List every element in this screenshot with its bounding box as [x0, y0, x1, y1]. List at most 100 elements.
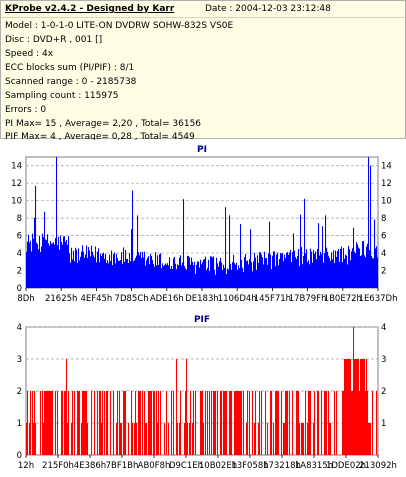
bar: [168, 265, 170, 288]
bar: [321, 391, 323, 455]
x-tick-label: 145F71h: [254, 294, 291, 304]
bar: [144, 391, 146, 455]
info-disc: Disc : DVD+R , 001 []: [5, 35, 103, 45]
bar: [333, 250, 335, 288]
bar: [258, 423, 260, 455]
bar: [249, 259, 251, 288]
info-speed: Speed : 4x: [5, 49, 54, 59]
bar: [215, 391, 217, 455]
bar: [373, 258, 375, 288]
bar: [221, 391, 223, 455]
bar: [363, 359, 365, 455]
bar: [91, 391, 93, 455]
bar: [229, 215, 231, 288]
bar: [212, 257, 214, 288]
bar: [126, 258, 128, 288]
bar: [110, 261, 112, 288]
bar: [160, 391, 162, 455]
bar: [82, 391, 84, 455]
bar: [142, 251, 144, 288]
bar: [230, 263, 232, 288]
bar: [79, 391, 81, 455]
bar: [165, 263, 167, 288]
bar: [265, 391, 267, 455]
bar: [307, 261, 309, 288]
bar: [84, 257, 86, 288]
bar: [243, 272, 245, 288]
bar: [249, 391, 251, 455]
bar: [42, 233, 44, 288]
bar: [49, 391, 51, 455]
bar: [169, 257, 171, 288]
bar: [200, 391, 202, 455]
bar: [61, 241, 63, 288]
bar: [358, 359, 360, 455]
info-pi-stats: PI Max= 15 , Average= 2,20 , Total= 3615…: [5, 119, 202, 129]
y-tick-label: 3: [17, 355, 22, 365]
bar: [180, 391, 182, 455]
bar: [49, 245, 51, 288]
bar: [85, 391, 87, 455]
bar: [267, 264, 269, 288]
bar: [140, 391, 142, 455]
bar: [119, 260, 121, 288]
bar: [67, 244, 69, 288]
bar: [196, 264, 198, 288]
bar: [47, 391, 49, 455]
bar: [98, 248, 100, 288]
bar: [302, 423, 304, 455]
y-tick-label: 4: [17, 323, 22, 333]
bar: [361, 359, 363, 455]
info-panel: KProbe v2.4.2 - Designed by Karr Date : …: [0, 0, 406, 142]
bar: [298, 391, 300, 455]
bar: [322, 226, 324, 288]
bar: [261, 391, 263, 455]
bar: [355, 253, 357, 288]
bar: [187, 255, 189, 288]
bar: [127, 258, 129, 288]
bar: [299, 423, 301, 455]
bar: [310, 391, 312, 455]
bar: [176, 359, 178, 455]
bar: [52, 391, 54, 455]
bar: [364, 359, 366, 455]
bar: [29, 423, 31, 455]
bar: [309, 391, 311, 455]
bar: [44, 211, 46, 288]
bar: [356, 359, 358, 455]
bar: [209, 271, 211, 288]
x-tick-label: 1106D4h: [218, 294, 257, 304]
bar: [216, 257, 218, 288]
bar: [362, 241, 364, 288]
bar: [164, 423, 166, 455]
bar: [230, 391, 232, 455]
bar: [241, 259, 243, 288]
bar: [199, 267, 201, 288]
bar: [203, 259, 205, 288]
bar: [94, 391, 96, 455]
bar: [253, 261, 255, 288]
bar: [286, 252, 288, 288]
bar: [247, 260, 249, 288]
bar: [125, 249, 127, 288]
x-tick-label: 10B02Eh: [199, 461, 237, 471]
bar: [259, 391, 261, 455]
bar: [189, 257, 191, 288]
bar: [40, 252, 42, 288]
bar: [334, 263, 336, 288]
y-tick-label: 0: [17, 284, 22, 294]
bar: [152, 260, 154, 288]
bar: [30, 391, 32, 455]
bar: [158, 391, 160, 455]
bar: [100, 253, 102, 288]
bar: [257, 255, 259, 288]
bar: [211, 256, 213, 288]
bar: [343, 248, 345, 288]
bar: [248, 264, 250, 288]
bar: [231, 391, 233, 455]
bar: [365, 391, 367, 455]
bar: [134, 260, 136, 288]
bar: [32, 233, 34, 288]
bar: [83, 251, 85, 288]
bar: [167, 263, 169, 288]
